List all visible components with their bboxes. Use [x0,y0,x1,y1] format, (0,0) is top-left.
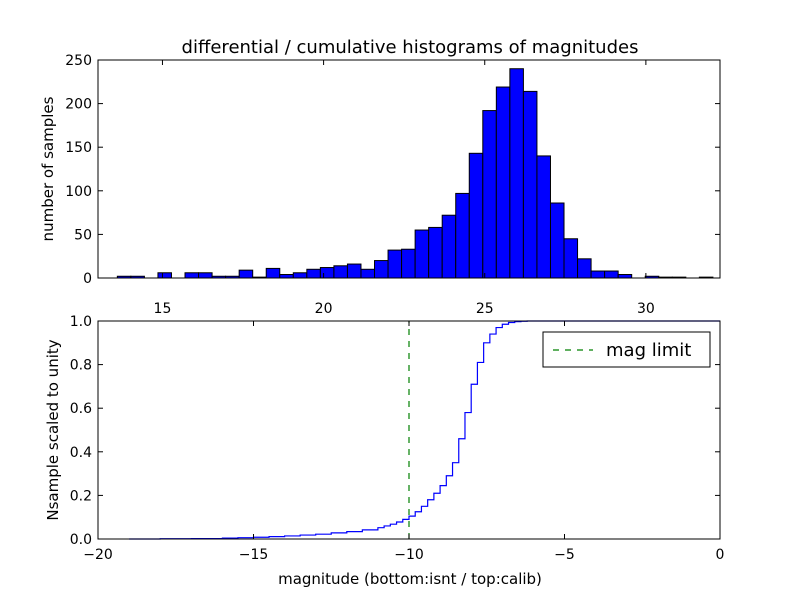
histogram-bar [387,249,403,279]
histogram-bar [265,267,281,279]
histogram-bar [374,260,389,279]
bottom-x-tick-label: −10 [394,547,424,563]
legend: mag limit [542,331,711,368]
top-y-tick-label: 0 [83,271,92,287]
histogram-bar [604,270,619,279]
histogram-bar [441,214,457,279]
histogram-bars [116,68,714,279]
histogram-bar [414,229,430,279]
bottom-axis-ticks: −20 −15 −10 −5 0 0.0 0.2 0.4 0.6 0.8 1.0 [70,314,725,563]
legend-label-mag-limit: mag limit [606,340,691,361]
histogram-bar [184,272,200,279]
histogram-bar [563,238,579,279]
top-y-tick-label: 50 [74,227,92,243]
histogram-bar [428,226,443,279]
cumulative-step-line [129,320,720,540]
histogram-bar [617,274,633,279]
histogram-bar [346,263,362,279]
histogram-bar [401,248,416,279]
bottom-x-tick-label: −5 [554,547,575,563]
histogram-bar [292,272,308,279]
top-x-tick-label: 30 [637,301,655,317]
bottom-x-tick-label: −15 [239,547,269,563]
histogram-bar [333,265,348,279]
histogram-bar [360,268,376,279]
bottom-y-tick-label: 0.0 [70,532,92,548]
histogram-bar [279,274,294,279]
histogram-bar [157,272,172,279]
top-y-tick-label: 200 [65,97,92,113]
top-axis-ticks: 15 20 25 30 0 50 100 150 200 250 [65,53,720,317]
top-x-tick-label: 15 [154,301,172,317]
top-axes-frame [97,59,721,279]
bottom-x-tick-label: −20 [83,547,113,563]
differential-histogram-chart: differential / cumulative histograms of … [39,37,721,317]
histogram-bar [198,272,213,279]
histogram-bar [577,258,592,279]
histogram-bar [482,110,497,279]
histogram-bar [549,202,565,279]
top-y-tick-label: 250 [65,53,92,69]
bottom-x-axis-label: magnitude (bottom:isnt / top:calib) [278,570,542,588]
histogram-bar [509,68,524,279]
histogram-bar [468,152,484,279]
chart-title: differential / cumulative histograms of … [182,37,639,58]
bottom-y-axis-label: Nsample scaled to unity [44,339,62,520]
bottom-y-tick-label: 0.8 [70,358,92,374]
histogram-bar [455,192,470,279]
top-x-tick-label: 25 [476,301,494,317]
histogram-bar [590,270,606,279]
bottom-y-tick-label: 0.6 [70,401,92,417]
histogram-bar [238,269,254,279]
top-y-axis-label: number of samples [39,96,57,241]
top-x-tick-label: 20 [315,301,333,317]
cumulative-distribution-chart: −20 −15 −10 −5 0 0.0 0.2 0.4 0.6 0.8 1.0 magnitude… [44,314,724,588]
top-y-tick-label: 150 [65,140,92,156]
cumulative-lines [129,320,720,540]
bottom-y-tick-label: 0.4 [70,445,92,461]
histogram-bar [306,268,321,279]
histogram-bar [536,155,551,279]
histogram-bar [495,86,511,279]
top-y-tick-label: 100 [65,184,92,200]
bottom-x-tick-label: 0 [716,547,725,563]
bottom-y-tick-label: 1.0 [70,314,92,330]
histogram-bar [522,90,538,279]
bottom-y-tick-label: 0.2 [70,488,92,504]
histogram-bar [319,267,335,279]
